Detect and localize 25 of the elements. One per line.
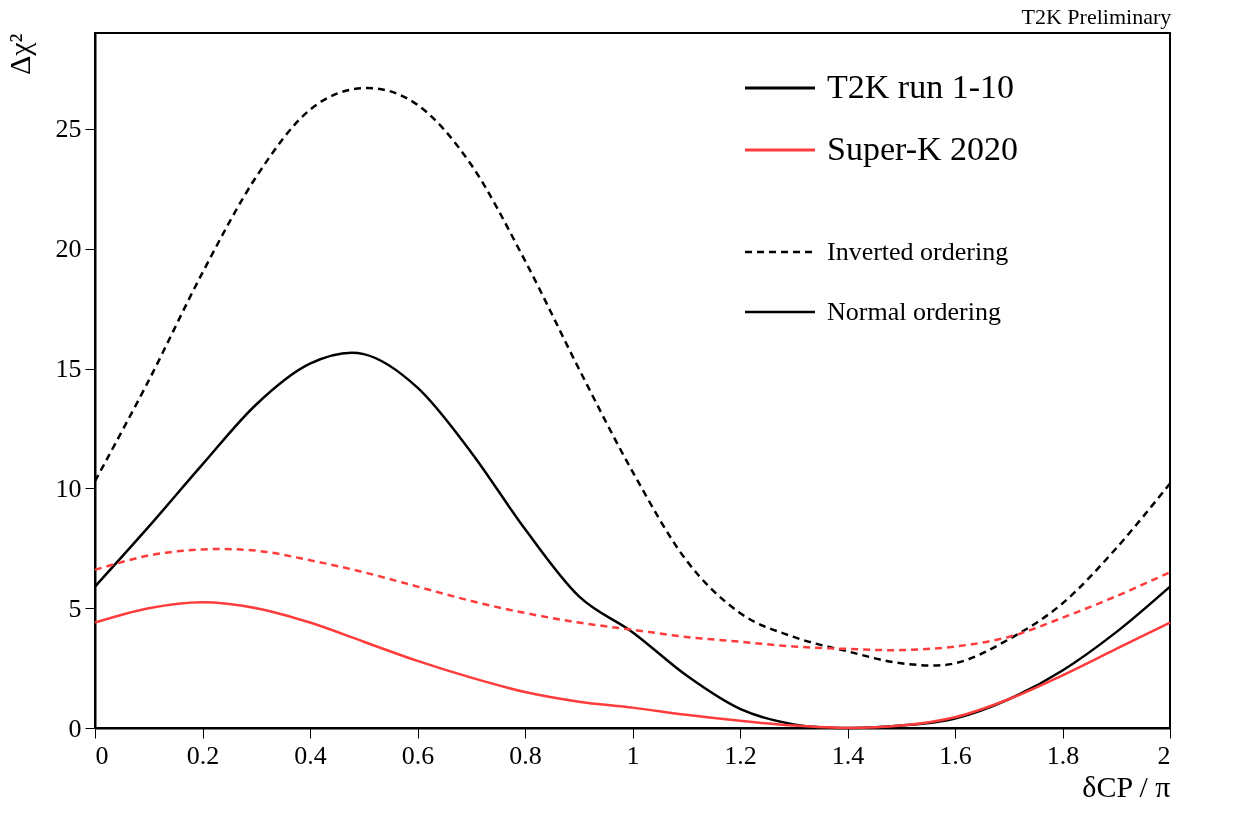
y-tick-label: 20 (55, 234, 82, 264)
y-tick-label: 0 (68, 713, 82, 743)
x-tick-label: 2 (1157, 740, 1171, 770)
y-tick-label: 15 (55, 354, 82, 384)
x-tick-label: 1.2 (724, 740, 757, 770)
y-tick-label: 25 (55, 114, 82, 144)
x-tick-label: 1.4 (831, 740, 865, 770)
y-axis-title: Δχ² (2, 33, 36, 76)
x-tick-label: 0.6 (401, 740, 435, 770)
x-tick-label: 1.6 (939, 740, 972, 770)
text: T2K Preliminary (1021, 4, 1172, 29)
x-tick-label: 1 (626, 740, 640, 770)
x-tick-label: 1.8 (1046, 740, 1080, 770)
y-tick-label: 10 (55, 473, 82, 503)
annotation: Normal ordering (827, 297, 1002, 326)
x-tick-label: 0 (95, 740, 109, 770)
y-tick-label: 5 (68, 593, 82, 623)
x-tick-label: 0.2 (186, 740, 220, 770)
x-tick-label: 0.8 (509, 740, 542, 770)
x-tick-label: 0.4 (294, 740, 327, 770)
x-axis-title: δCP / π (1082, 769, 1171, 803)
legend-label: T2K run 1-10 (827, 68, 1014, 105)
line-series (93, 547, 1172, 652)
annotation: Inverted ordering (827, 237, 1009, 266)
legend-label: Super-K 2020 (827, 130, 1019, 167)
